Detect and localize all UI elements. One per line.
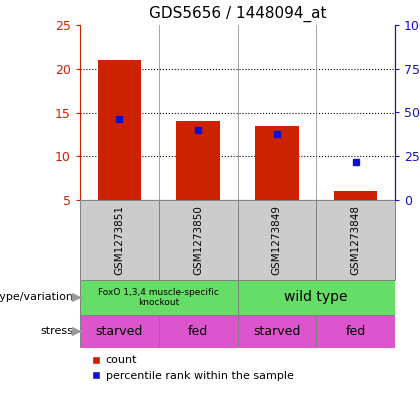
Text: GSM1273851: GSM1273851: [114, 205, 124, 275]
Text: starved: starved: [96, 325, 143, 338]
Bar: [80, 280, 237, 315]
Bar: [316, 315, 395, 348]
Legend: count, percentile rank within the sample: count, percentile rank within the sample: [86, 351, 298, 386]
Bar: [80, 200, 159, 280]
Text: FoxO 1,3,4 muscle-specific
knockout: FoxO 1,3,4 muscle-specific knockout: [98, 288, 219, 307]
Bar: [159, 315, 237, 348]
Text: fed: fed: [346, 325, 366, 338]
Text: GSM1273850: GSM1273850: [193, 205, 203, 275]
Text: fed: fed: [188, 325, 208, 338]
Bar: [334, 191, 377, 200]
Bar: [80, 315, 159, 348]
Bar: [237, 280, 395, 315]
Bar: [237, 200, 316, 280]
Bar: [255, 126, 299, 200]
Text: GSM1273849: GSM1273849: [272, 205, 282, 275]
Text: stress: stress: [41, 327, 74, 336]
Bar: [159, 200, 237, 280]
Bar: [176, 121, 220, 200]
Bar: [316, 200, 395, 280]
Text: GSM1273848: GSM1273848: [351, 205, 361, 275]
Text: starved: starved: [253, 325, 301, 338]
Title: GDS5656 / 1448094_at: GDS5656 / 1448094_at: [149, 6, 326, 22]
Bar: [237, 315, 316, 348]
Text: genotype/variation: genotype/variation: [0, 292, 74, 303]
Text: wild type: wild type: [284, 290, 348, 305]
Bar: [98, 60, 141, 200]
